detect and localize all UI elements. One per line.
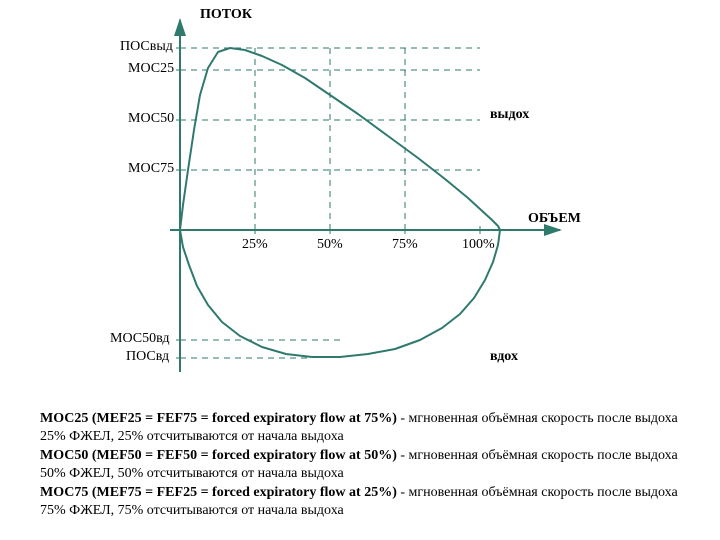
- xtick-75: 75%: [392, 238, 418, 252]
- desc-line-2: МОС50 (MEF50 = FEF50 = forced expiratory…: [40, 447, 680, 482]
- region-exhale-label: выдох: [490, 108, 529, 122]
- chart-svg: [0, 0, 720, 410]
- xtick-50: 50%: [317, 238, 343, 252]
- description-block: МОС25 (MEF25 = FEF75 = forced expiratory…: [0, 410, 720, 519]
- ytick-pos-exhale: ПОСвыд: [120, 40, 173, 54]
- xtick-100: 100%: [462, 238, 495, 252]
- desc-line-3-term: МОС75 (MEF75 = FEF25 = forced expiratory…: [40, 485, 397, 500]
- desc-line-1-term: МОС25 (MEF25 = FEF75 = forced expiratory…: [40, 411, 397, 426]
- ytick-pos-inhale: ПОСвд: [126, 350, 169, 364]
- ytick-mos75: МОС75: [128, 162, 174, 176]
- xtick-25: 25%: [242, 238, 268, 252]
- ytick-mos50: МОС50: [128, 112, 174, 126]
- desc-line-3: МОС75 (MEF75 = FEF25 = forced expiratory…: [40, 484, 680, 519]
- desc-line-2-term: МОС50 (MEF50 = FEF50 = forced expiratory…: [40, 448, 397, 463]
- region-inhale-label: вдох: [490, 350, 518, 364]
- y-axis-title: ПОТОК: [200, 8, 252, 22]
- flow-volume-chart: ПОТОК ОБЪЕМ ПОСвыд МОС25 МОС50 МОС75 МОС…: [0, 0, 720, 410]
- ytick-mos25: МОС25: [128, 62, 174, 76]
- desc-line-1: МОС25 (MEF25 = FEF75 = forced expiratory…: [40, 410, 680, 445]
- ytick-mos50-in: МОС50вд: [110, 332, 169, 346]
- x-axis-title: ОБЪЕМ: [528, 212, 581, 226]
